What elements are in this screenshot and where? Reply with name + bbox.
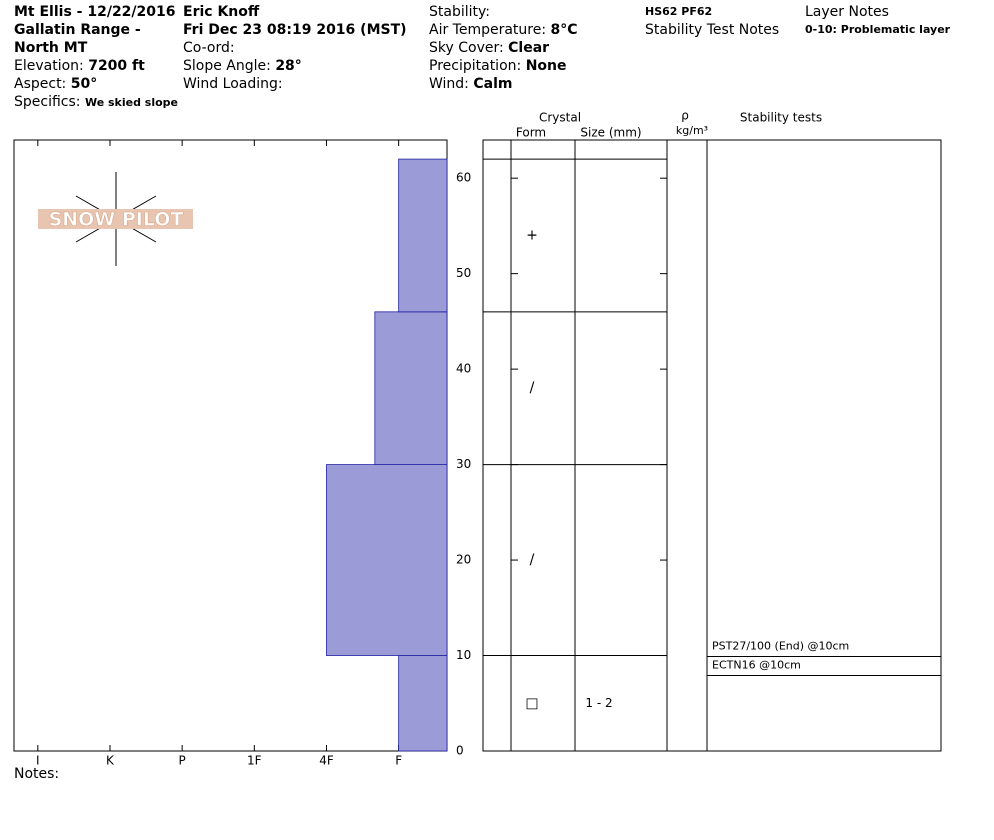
x-tick-label: P	[179, 754, 186, 768]
y-tick-label: 40	[456, 362, 471, 376]
grain-size: 1 - 2	[585, 696, 612, 710]
col-title: Crystal	[539, 111, 581, 125]
location: Gallatin Range - North MT	[14, 22, 141, 56]
col-title: Stability tests	[740, 111, 822, 125]
col-title: Size (mm)	[580, 126, 641, 140]
value: None	[525, 58, 567, 74]
title: Mt Ellis - 12/22/2016	[14, 4, 176, 20]
coord: Co-ord:	[183, 40, 235, 56]
y-tick-label: 30	[456, 457, 471, 471]
specifics: Specifics: We skied slope	[14, 93, 179, 112]
table-frame	[482, 139, 942, 752]
value: Clear	[508, 40, 550, 56]
value: 8°C	[550, 22, 578, 38]
logo-text: SNOW PILOT	[49, 209, 184, 231]
col-title: ρ	[681, 109, 689, 123]
value: 7200 ft	[88, 58, 145, 74]
logo-band	[38, 209, 193, 229]
sky: Sky Cover: Clear	[429, 39, 578, 57]
hardness-bar	[398, 158, 448, 313]
label: Slope Angle:	[183, 58, 271, 74]
value: Calm	[473, 76, 513, 92]
stability-test: ECTN16 @10cm	[712, 659, 801, 672]
label: Precipitation:	[429, 58, 522, 74]
grain-form: /	[530, 552, 535, 568]
wind: Wind: Calm	[429, 75, 578, 93]
grain-form: □	[525, 695, 538, 711]
air-temp: Air Temperature: 8°C	[429, 21, 578, 39]
label: Wind:	[429, 76, 469, 92]
elevation: Elevation: 7200 ft	[14, 57, 179, 75]
observer: Eric Knoff	[183, 4, 260, 20]
col-title: kg/m³	[676, 124, 708, 137]
y-tick-label: 0	[456, 744, 464, 758]
hardness-bar	[398, 655, 448, 752]
precip: Precipitation: None	[429, 57, 578, 75]
date: Fri Dec 23 08:19 2016 (MST)	[183, 22, 407, 38]
x-tick-label: F	[395, 754, 402, 768]
header-col5: Layer Notes 0-10: Problematic layer	[805, 3, 950, 39]
header-col3: Stability: Air Temperature: 8°C Sky Cove…	[429, 3, 578, 93]
label: Air Temperature:	[429, 22, 547, 38]
aspect: Aspect: 50°	[14, 75, 179, 93]
x-tick-label: K	[106, 754, 115, 768]
hardness-bar	[374, 311, 448, 465]
wind-loading: Wind Loading:	[183, 76, 283, 92]
y-tick-label: 20	[456, 553, 471, 567]
value: 50°	[70, 76, 98, 92]
x-tick-label: 1F	[247, 754, 262, 768]
value: 28°	[275, 58, 302, 74]
hs-pf: HS62 PF62	[645, 5, 713, 18]
header-col2: Eric Knoff Fri Dec 23 08:19 2016 (MST) C…	[183, 3, 407, 93]
layer-note: 0-10: Problematic layer	[805, 23, 951, 36]
y-tick-label: 10	[456, 648, 471, 662]
y-tick-label: 60	[456, 171, 471, 185]
value: We skied slope	[84, 96, 178, 109]
stability-test: PST27/100 (End) @10cm	[712, 640, 849, 653]
logo	[38, 172, 193, 266]
hardness-bar	[326, 464, 448, 656]
notes: Notes:	[14, 766, 60, 782]
header-col1: Mt Ellis - 12/22/2016 Gallatin Range - N…	[14, 3, 179, 112]
label: Aspect:	[14, 76, 67, 92]
label: Elevation:	[14, 58, 84, 74]
label: Sky Cover:	[429, 40, 504, 56]
stability: Stability:	[429, 4, 490, 20]
x-tick-label: I	[36, 754, 40, 768]
layer-notes-title: Layer Notes	[805, 4, 889, 20]
col-title: Form	[516, 126, 546, 140]
slope: Slope Angle: 28°	[183, 57, 407, 75]
y-tick-label: 50	[456, 266, 471, 280]
grain-form: /	[530, 380, 535, 396]
header-col4: HS62 PF62 Stability Test Notes	[645, 3, 779, 39]
x-tick-label: 4F	[319, 754, 334, 768]
grain-form: +	[526, 227, 538, 243]
stability-notes: Stability Test Notes	[645, 22, 780, 38]
label: Specifics:	[14, 94, 81, 110]
